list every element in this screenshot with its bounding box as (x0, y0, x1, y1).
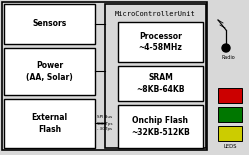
Bar (2, 2, 207, 150)
Text: Processor
~4-58MHz: Processor ~4-58MHz (138, 32, 183, 52)
Bar (218, 88, 242, 103)
Text: SPI Bus: SPI Bus (97, 115, 112, 119)
Text: External
Flash: External Flash (31, 113, 67, 134)
Text: 500KTps
- 3GTps: 500KTps - 3GTps (97, 122, 114, 131)
Text: Radio: Radio (221, 55, 235, 60)
Bar (4, 99, 95, 148)
Text: LEDS: LEDS (223, 144, 237, 149)
Bar (118, 66, 203, 101)
Text: SRAM
~8KB-64KB: SRAM ~8KB-64KB (136, 73, 185, 94)
Bar (118, 105, 203, 148)
Text: Power
(AA, Solar): Power (AA, Solar) (26, 61, 73, 82)
Text: MicroControllerUnit: MicroControllerUnit (115, 11, 195, 17)
Bar (4, 48, 95, 95)
Bar (118, 22, 203, 62)
Text: Sensors: Sensors (32, 20, 67, 29)
Bar (218, 126, 242, 141)
Bar (105, 4, 206, 148)
Bar (218, 107, 242, 122)
Bar (4, 4, 95, 44)
Text: Onchip Flash
~32KB-512KB: Onchip Flash ~32KB-512KB (131, 116, 190, 137)
Circle shape (222, 44, 230, 52)
